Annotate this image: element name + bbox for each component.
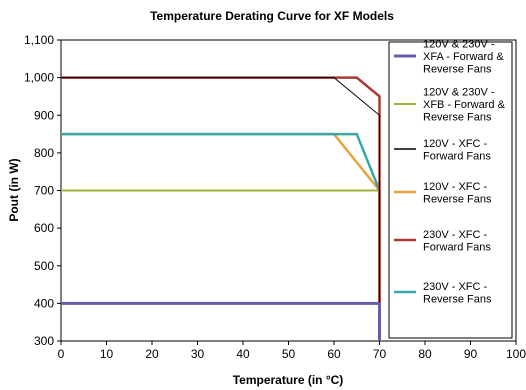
x-tick-label: 60 bbox=[327, 347, 341, 361]
x-tick-label: 90 bbox=[464, 347, 478, 361]
y-tick-label: 1,100 bbox=[24, 33, 54, 47]
y-tick-label: 600 bbox=[34, 221, 54, 235]
legend-label-6: 230V - XFC -Reverse Fans bbox=[423, 281, 492, 306]
x-tick-label: 40 bbox=[236, 347, 250, 361]
y-tick-label: 300 bbox=[34, 334, 54, 348]
legend-label-line: 120V - XFC - bbox=[423, 181, 488, 193]
legend-box bbox=[388, 41, 513, 339]
legend-label-line: Reverse Fans bbox=[423, 112, 492, 124]
legend-label-line: 120V & 230V - bbox=[423, 87, 495, 99]
legend-label-line: XFA - Forward & bbox=[423, 51, 504, 63]
tick-layer: 0 10 20 30 40 50 60 70 80 90 100 300 400 500 600 700 800… bbox=[24, 33, 526, 361]
legend-label-line: 230V - XFC - bbox=[423, 229, 488, 241]
legend-label-2: 120V & 230V -XFB - Forward & Reverse Fans bbox=[423, 87, 506, 124]
series-layer bbox=[61, 76, 381, 341]
x-axis-title: Temperature (in °C) bbox=[233, 373, 344, 387]
legend-label-1: 120V & 230V -XFA - Forward & Reverse Fans bbox=[423, 39, 504, 76]
x-tick-label: 70 bbox=[373, 347, 387, 361]
legend-label-line: Reverse Fans bbox=[423, 293, 492, 305]
y-tick-label: 400 bbox=[34, 296, 54, 310]
y-tick-label: 800 bbox=[34, 146, 54, 160]
y-axis-title: Pout (in W) bbox=[7, 158, 21, 221]
legend-label-line: 120V - XFC - bbox=[423, 138, 488, 150]
y-tick-label: 500 bbox=[34, 259, 54, 273]
legend-label-line: Forward Fans bbox=[423, 150, 491, 162]
x-tick-label: 0 bbox=[58, 347, 65, 361]
y-tick-label: 700 bbox=[34, 184, 54, 198]
legend-label-line: Forward Fans bbox=[423, 241, 491, 253]
legend-label-line: 120V & 230V - bbox=[423, 39, 495, 51]
legend-label-line: Reverse Fans bbox=[423, 193, 492, 205]
legend-label-line: XFB - Forward & bbox=[423, 99, 506, 111]
legend-label-line: 230V - XFC - bbox=[423, 281, 488, 293]
series-line-1 bbox=[61, 301, 381, 341]
legend-label-3: 120V - XFC -Forward Fans bbox=[423, 138, 491, 163]
x-tick-label: 80 bbox=[418, 347, 432, 361]
x-tick-label: 30 bbox=[191, 347, 205, 361]
x-tick-label: 10 bbox=[100, 347, 114, 361]
legend-label-4: 120V - XFC -Reverse Fans bbox=[423, 181, 492, 206]
x-tick-label: 100 bbox=[506, 347, 526, 361]
x-tick-label: 50 bbox=[282, 347, 296, 361]
legend: 120V & 230V -XFA - Forward & Reverse Fans… bbox=[394, 39, 506, 306]
legend-label-line: Reverse Fans bbox=[423, 64, 492, 76]
legend-label-5: 230V - XFC -Forward Fans bbox=[423, 229, 491, 254]
y-tick-label: 1,000 bbox=[24, 71, 54, 85]
series-line-3 bbox=[61, 77, 380, 341]
chart-title: Temperature Derating Curve for XF Models bbox=[150, 9, 394, 23]
x-tick-label: 20 bbox=[145, 347, 159, 361]
y-tick-label: 900 bbox=[34, 108, 54, 122]
